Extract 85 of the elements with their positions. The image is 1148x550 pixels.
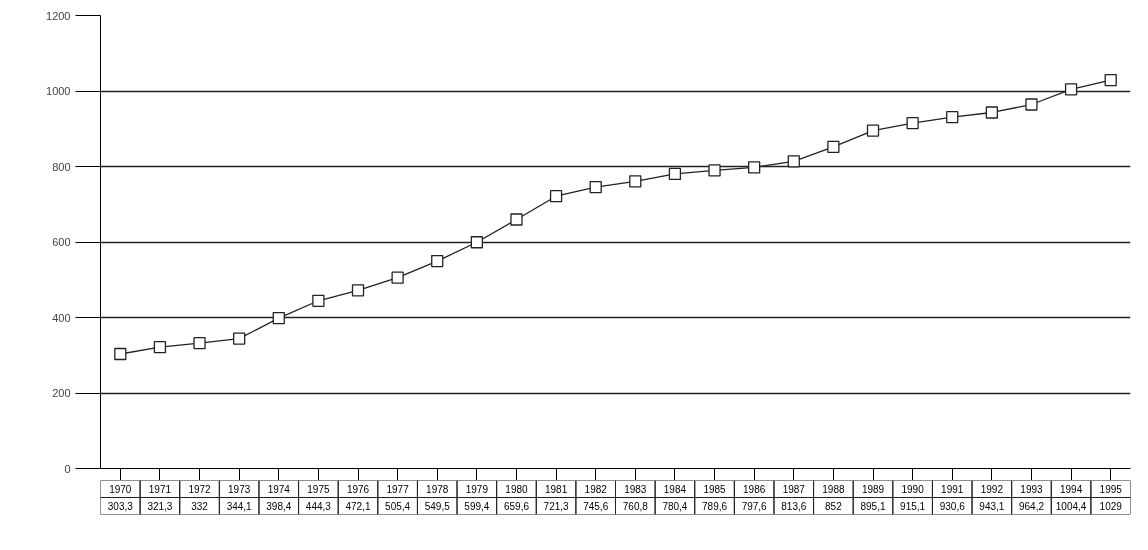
- point: [827, 140, 840, 154]
- data-label: 344,1: [226, 501, 253, 512]
- y-tick-label: 1200: [46, 9, 71, 22]
- point: [668, 167, 682, 181]
- point: [629, 175, 642, 188]
- data-label: 549,5: [424, 501, 451, 512]
- x-tick-label: 1980: [505, 484, 529, 495]
- point: [193, 337, 206, 350]
- data-label: 852: [825, 501, 843, 512]
- x-tick-label: 1992: [980, 484, 1004, 495]
- point: [1104, 73, 1117, 87]
- y-tick-label: 400: [52, 311, 71, 324]
- data-label: 659,6: [503, 501, 530, 512]
- x-tick-label: 1973: [228, 484, 251, 495]
- data-label: 332: [191, 501, 209, 512]
- y-tick-label: 1000: [46, 85, 71, 97]
- point: [1025, 98, 1038, 111]
- x-tick-label: 1970: [109, 484, 132, 495]
- x-tick-label: 1993: [1020, 484, 1044, 495]
- data-label: 760,8: [622, 501, 649, 512]
- x-tick-label: 1991: [941, 484, 964, 495]
- data-label: 745,6: [583, 501, 609, 512]
- data-label: 813,6: [781, 501, 807, 512]
- point: [906, 116, 919, 130]
- point: [549, 190, 563, 203]
- data-label: 505,4: [385, 501, 411, 512]
- point: [312, 294, 325, 307]
- data-label: 721,3: [543, 501, 570, 512]
- point: [946, 111, 959, 124]
- point: [153, 341, 167, 354]
- point: [114, 347, 127, 361]
- point: [589, 180, 602, 194]
- x-tick-label: 1976: [346, 484, 370, 495]
- point: [470, 236, 483, 249]
- y-tick-label: 0: [64, 462, 71, 475]
- x-tick-label: 1971: [148, 484, 172, 495]
- y-tick-label: 600: [52, 236, 71, 248]
- data-label: 444,3: [305, 501, 332, 512]
- x-tick-label: 1977: [386, 484, 410, 495]
- x-tick-label: 1983: [624, 484, 647, 495]
- point: [787, 155, 800, 168]
- x-tick-label: 1975: [307, 484, 330, 495]
- x-tick-label: 1987: [782, 484, 806, 495]
- data-label: 472,1: [345, 501, 371, 512]
- y-tick-label: 200: [52, 387, 71, 399]
- x-tick-label: 1988: [822, 484, 845, 495]
- x-tick-label: 1979: [465, 484, 489, 495]
- point: [748, 161, 761, 174]
- data-label: 1004,4: [1055, 501, 1087, 512]
- data-label: 303,3: [107, 501, 134, 512]
- x-tick-label: 1994: [1059, 484, 1083, 495]
- data-label: 321,3: [147, 501, 173, 512]
- data-label: 943,1: [979, 501, 1005, 512]
- point: [510, 213, 523, 226]
- x-tick-label: 1982: [584, 484, 608, 495]
- data-label: 797,6: [741, 501, 768, 512]
- point: [431, 254, 444, 268]
- data-label: 930,6: [939, 501, 966, 512]
- data-label: 789,6: [702, 501, 728, 512]
- data-label: 915,1: [900, 501, 926, 512]
- x-tick-label: 1985: [703, 484, 727, 495]
- data-label: 895,1: [860, 501, 886, 512]
- x-tick-label: 1989: [861, 484, 885, 495]
- point: [985, 106, 998, 119]
- x-tick-label: 1974: [267, 484, 291, 495]
- data-label: 964,2: [1018, 501, 1045, 512]
- x-tick-label: 1995: [1099, 484, 1123, 495]
- point: [866, 124, 880, 137]
- x-tick-label: 1972: [188, 484, 212, 495]
- point: [233, 332, 246, 345]
- point: [1064, 83, 1078, 96]
- point: [272, 311, 285, 325]
- data-label: 398,4: [266, 501, 292, 512]
- x-tick-label: 1981: [544, 484, 568, 495]
- x-tick-label: 1986: [743, 484, 766, 495]
- point: [351, 284, 365, 297]
- data-label: 599,4: [464, 501, 490, 512]
- point: [391, 271, 404, 284]
- x-tick-label: 1978: [426, 484, 449, 495]
- point: [708, 164, 721, 177]
- data-label: 780,4: [662, 501, 688, 512]
- data-label: 1029: [1099, 501, 1123, 512]
- x-tick-label: 1984: [663, 484, 687, 495]
- x-tick-label: 1990: [901, 484, 925, 495]
- y-tick-label: 800: [52, 160, 71, 173]
